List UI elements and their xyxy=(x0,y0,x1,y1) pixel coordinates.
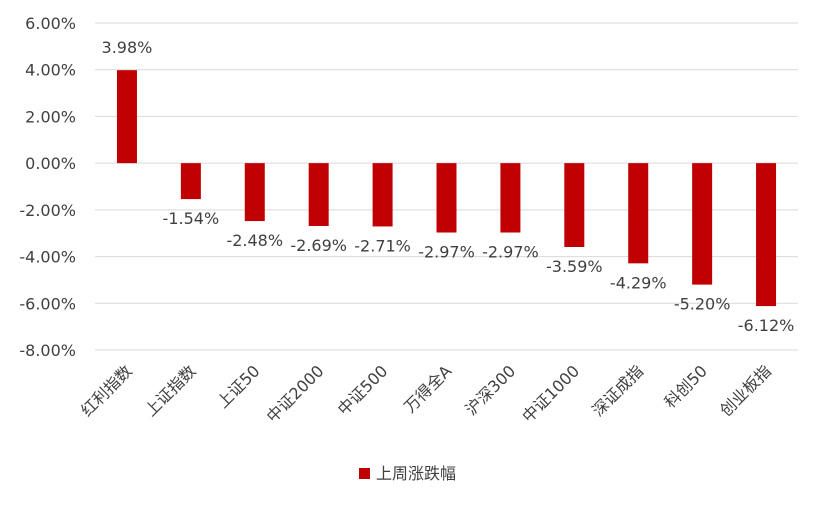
y-tick-label: -4.00% xyxy=(19,248,76,267)
bar xyxy=(308,163,329,226)
y-tick-label: -2.00% xyxy=(19,201,76,220)
x-tick-label: 中证1000 xyxy=(518,361,583,426)
legend-label: 上周涨跌幅 xyxy=(376,464,456,483)
x-tick-label: 上证指数 xyxy=(141,361,200,420)
data-label: -2.48% xyxy=(226,231,283,250)
bar xyxy=(628,163,649,264)
x-tick-label: 中证500 xyxy=(334,361,392,419)
x-tick-label: 万得全A xyxy=(400,361,455,416)
x-tick-label: 沪深300 xyxy=(462,361,520,419)
x-tick-label: 创业板指 xyxy=(716,361,775,420)
data-label: -2.97% xyxy=(482,243,539,262)
data-label: -2.71% xyxy=(354,236,411,255)
data-label: -3.59% xyxy=(546,257,603,276)
data-label: -5.20% xyxy=(674,295,731,314)
x-tick-label: 上证50 xyxy=(213,361,263,411)
y-tick-label: 6.00% xyxy=(25,14,76,33)
bar xyxy=(436,163,457,233)
y-axis-ticks: 6.00% 4.00% 2.00% 0.00% -2.00% -4.00% -6.00% -8… xyxy=(19,14,76,360)
bar xyxy=(372,163,393,227)
bar xyxy=(244,163,265,222)
bar xyxy=(564,163,585,247)
data-label: -6.12% xyxy=(738,316,795,335)
x-axis-ticks: 红利指数 上证指数 上证50 中证2000 中证500 万得全A 沪深300 中证1000 深证… xyxy=(77,361,775,426)
y-tick-label: 2.00% xyxy=(25,107,76,126)
y-tick-label: -6.00% xyxy=(19,294,76,313)
legend-swatch xyxy=(359,468,370,479)
y-tick-label: 0.00% xyxy=(25,154,76,173)
data-labels: 3.98% -1.54% -2.48% -2.69% -2.71% -2.97% -2.97… xyxy=(102,38,795,335)
x-tick-label: 红利指数 xyxy=(77,361,136,420)
bar xyxy=(500,163,521,233)
bar xyxy=(692,163,713,285)
bar xyxy=(756,163,777,307)
data-label: -2.97% xyxy=(418,243,475,262)
data-label: -2.69% xyxy=(290,236,347,255)
bars xyxy=(116,70,777,307)
legend: 上周涨跌幅 xyxy=(359,464,456,483)
x-tick-label: 深证成指 xyxy=(588,361,647,420)
bar xyxy=(116,70,137,164)
y-tick-label: -8.00% xyxy=(19,341,76,360)
data-label: -1.54% xyxy=(163,209,220,228)
data-label: -4.29% xyxy=(610,273,667,292)
x-tick-label: 中证2000 xyxy=(263,361,328,426)
x-tick-label: 科创50 xyxy=(660,361,710,411)
y-tick-label: 4.00% xyxy=(25,61,76,80)
bar xyxy=(180,163,201,200)
data-label: 3.98% xyxy=(102,38,153,57)
